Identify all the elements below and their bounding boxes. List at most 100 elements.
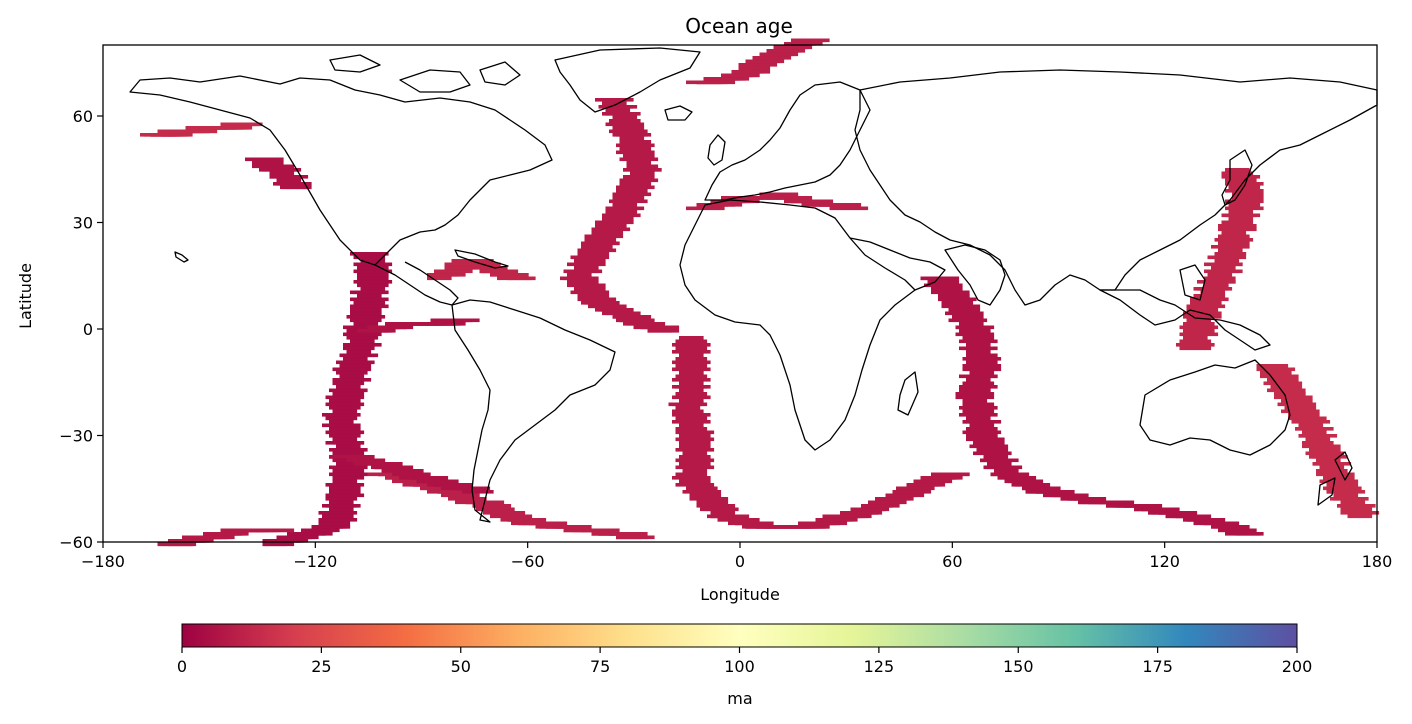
raster-cell bbox=[955, 392, 960, 396]
raster-cell bbox=[353, 441, 358, 445]
raster-cell bbox=[1025, 479, 1030, 484]
raster-cell bbox=[973, 441, 977, 445]
raster-cell bbox=[395, 322, 400, 326]
raster-cell bbox=[959, 283, 963, 288]
raster-cell bbox=[689, 486, 694, 491]
raster-cell bbox=[969, 367, 974, 372]
raster-cell bbox=[997, 458, 1002, 463]
raster-cell bbox=[353, 423, 358, 428]
raster-cell bbox=[644, 192, 648, 197]
raster-cell bbox=[686, 444, 690, 449]
raster-cell bbox=[976, 336, 981, 340]
raster-cell bbox=[336, 388, 340, 393]
raster-cell bbox=[1008, 472, 1012, 477]
raster-cell bbox=[378, 315, 382, 319]
raster-cell bbox=[626, 147, 631, 151]
raster-cell bbox=[703, 472, 708, 477]
raster-cell bbox=[367, 259, 372, 263]
raster-cell bbox=[976, 308, 981, 312]
raster-cell bbox=[980, 406, 984, 410]
raster-cell bbox=[626, 199, 631, 204]
raster-cell bbox=[325, 413, 330, 417]
raster-cell bbox=[332, 458, 337, 463]
raster-cell bbox=[864, 507, 869, 512]
raster-cell bbox=[420, 322, 424, 326]
raster-cell bbox=[990, 392, 995, 396]
raster-cell bbox=[350, 444, 354, 449]
raster-cell bbox=[332, 427, 337, 431]
raster-cell bbox=[994, 357, 998, 361]
raster-cell bbox=[294, 535, 298, 540]
raster-cell bbox=[598, 220, 603, 225]
raster-cell bbox=[343, 399, 347, 403]
raster-cell bbox=[924, 490, 928, 494]
raster-cell bbox=[357, 304, 361, 309]
raster-cell bbox=[672, 420, 676, 424]
raster-cell bbox=[1001, 448, 1005, 452]
raster-cell bbox=[378, 273, 382, 277]
raster-cell bbox=[371, 315, 375, 319]
raster-cell bbox=[353, 518, 358, 522]
raster-cell bbox=[882, 500, 886, 505]
raster-cell bbox=[574, 266, 578, 270]
raster-cell bbox=[679, 455, 683, 459]
raster-cell bbox=[605, 301, 610, 305]
raster-cell bbox=[710, 514, 715, 519]
raster-cell bbox=[696, 500, 701, 505]
raster-cell bbox=[976, 318, 981, 323]
raster-cell bbox=[696, 451, 701, 456]
raster-cell bbox=[983, 374, 988, 379]
raster-cell bbox=[941, 294, 946, 298]
raster-cell bbox=[633, 157, 638, 162]
raster-cell bbox=[682, 402, 687, 407]
raster-cell bbox=[987, 437, 991, 442]
raster-cell bbox=[360, 269, 365, 274]
raster-cell bbox=[364, 269, 368, 274]
raster-cell bbox=[696, 486, 701, 491]
raster-cell bbox=[367, 325, 372, 330]
raster-cell bbox=[581, 269, 585, 274]
raster-cell bbox=[735, 507, 739, 512]
raster-cell bbox=[378, 304, 382, 309]
raster-cell bbox=[682, 346, 687, 351]
raster-cell bbox=[969, 444, 974, 449]
raster-cell bbox=[686, 395, 690, 400]
raster-cell bbox=[654, 325, 659, 330]
raster-cell bbox=[280, 542, 284, 547]
raster-cell bbox=[360, 374, 365, 379]
raster-cell bbox=[682, 371, 687, 375]
raster-cell bbox=[675, 448, 680, 452]
raster-cell bbox=[693, 350, 697, 354]
raster-cell bbox=[612, 217, 617, 221]
raster-cell bbox=[990, 437, 995, 442]
raster-cell bbox=[357, 486, 361, 491]
raster-cell bbox=[980, 392, 984, 396]
raster-cell bbox=[808, 521, 813, 526]
raster-cell bbox=[339, 427, 344, 431]
raster-cell bbox=[570, 273, 575, 277]
raster-cell bbox=[360, 339, 365, 344]
raster-cell bbox=[973, 318, 977, 323]
raster-cell bbox=[343, 525, 347, 529]
raster-cell bbox=[983, 318, 988, 323]
raster-cell bbox=[640, 147, 645, 151]
raster-cell bbox=[633, 325, 638, 330]
raster-cell bbox=[700, 507, 704, 512]
raster-cell bbox=[346, 437, 351, 442]
raster-cell bbox=[360, 371, 365, 375]
raster-cell bbox=[619, 231, 624, 235]
raster-cell bbox=[595, 262, 599, 267]
raster-cell bbox=[1081, 500, 1086, 505]
raster-cell bbox=[332, 423, 337, 428]
raster-cell bbox=[980, 318, 984, 323]
raster-cell bbox=[1001, 462, 1005, 466]
raster-cell bbox=[1081, 497, 1086, 501]
raster-cell bbox=[325, 416, 330, 421]
raster-cell bbox=[644, 150, 648, 155]
raster-cell bbox=[364, 283, 368, 288]
raster-cell bbox=[605, 255, 610, 260]
raster-cell bbox=[864, 504, 869, 508]
raster-cell bbox=[630, 203, 634, 207]
raster-cell bbox=[934, 280, 939, 284]
raster-cell bbox=[633, 175, 638, 179]
